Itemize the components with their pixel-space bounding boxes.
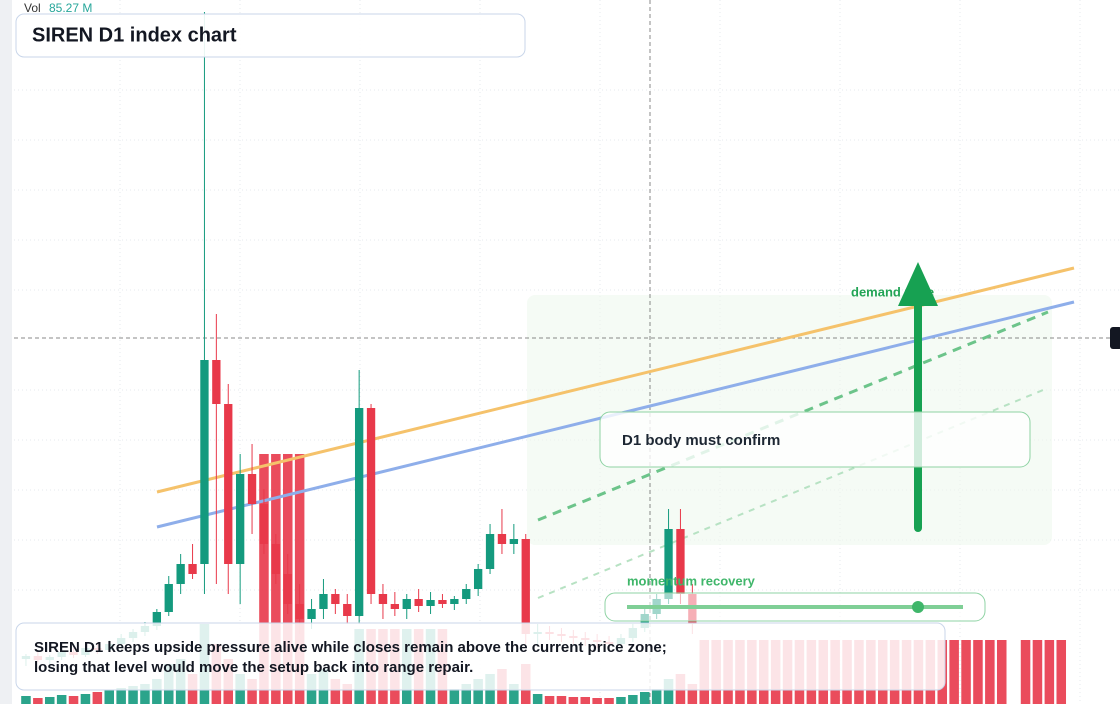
candle-body — [176, 564, 185, 584]
volume-value: 85.27 M — [49, 1, 92, 15]
volume-bar — [556, 696, 567, 704]
candle-body — [450, 599, 459, 604]
candle-body — [438, 600, 447, 604]
volume-bar — [128, 686, 138, 704]
volume-bar — [961, 640, 971, 704]
volume-bar — [1032, 640, 1043, 704]
volume-bar — [56, 695, 67, 704]
candle-body — [354, 408, 364, 616]
candle-body — [485, 534, 495, 569]
volume-bar — [985, 640, 995, 704]
callout-text: D1 body must confirm — [622, 432, 780, 449]
volume-bar — [639, 692, 650, 704]
volume-bar — [1044, 640, 1055, 704]
candle-body — [152, 612, 162, 626]
volume-bar — [1056, 640, 1067, 704]
candle-body — [343, 604, 352, 616]
volume-bar — [21, 696, 31, 704]
left-strip — [0, 0, 12, 704]
candle-body — [259, 504, 269, 544]
volume-bar — [604, 698, 614, 704]
momentum-label: momentum recovery — [627, 573, 756, 588]
volume-bar — [949, 640, 959, 704]
price-tag — [1110, 327, 1120, 349]
volume-bar — [33, 698, 43, 704]
callout-box — [599, 411, 1031, 468]
candle-body — [307, 609, 316, 619]
candle-body — [521, 539, 530, 634]
candle-body — [402, 599, 411, 609]
candle-body — [200, 360, 209, 564]
title-box — [15, 13, 526, 58]
candle-body — [664, 529, 673, 599]
volume-bar — [140, 684, 150, 704]
volume-bar — [996, 640, 1007, 704]
volume-bar — [342, 684, 353, 704]
volume-bar — [116, 688, 126, 704]
chart-title: SIREN D1 index chart — [32, 24, 237, 46]
volume-bar — [449, 689, 460, 704]
candle-body — [247, 474, 257, 504]
candle-body — [164, 584, 173, 612]
candle-body — [473, 569, 483, 589]
volume-bar — [544, 696, 555, 704]
candle-body — [497, 534, 507, 544]
summary-line: SIREN D1 keeps upside pressure alive whi… — [34, 639, 667, 656]
volume-bar — [92, 692, 103, 704]
volume-bar — [294, 454, 305, 704]
candle-body — [212, 360, 221, 404]
volume-bar — [247, 679, 257, 704]
volume-bar — [473, 679, 483, 704]
candle-body — [509, 539, 519, 544]
candle-body — [378, 594, 388, 604]
volume-bar — [973, 640, 983, 704]
candle-body — [426, 600, 435, 606]
volume-bar — [509, 684, 519, 704]
momentum-dot — [912, 601, 924, 613]
candle-body — [462, 589, 471, 599]
volume-bar — [44, 697, 55, 704]
candle-body — [271, 544, 281, 574]
volume-bar — [568, 697, 579, 704]
volume-bar — [1020, 640, 1031, 704]
candle-body — [224, 404, 233, 564]
summary-line: losing that level would move the setup b… — [34, 659, 473, 676]
volume-bar — [68, 696, 79, 704]
candle-body — [295, 604, 304, 619]
candle-body — [366, 408, 376, 594]
candle-body — [390, 604, 400, 609]
volume-bar — [687, 684, 698, 704]
volume-bar — [461, 684, 472, 704]
volume-bar — [330, 679, 341, 704]
volume-bar — [616, 697, 626, 704]
candle-body — [188, 564, 197, 574]
candle-body — [283, 574, 292, 604]
volume-bar — [651, 689, 662, 704]
volume-label: Vol — [24, 1, 41, 15]
volume-bar — [152, 679, 162, 704]
candle-body — [414, 599, 423, 606]
volume-bar — [80, 694, 91, 704]
volume-bar — [663, 679, 674, 704]
candle-body — [319, 594, 328, 609]
volume-bar — [532, 694, 543, 704]
summary-box — [15, 622, 946, 691]
volume-bar — [259, 454, 269, 704]
volume-bar — [592, 698, 602, 704]
candle-body — [235, 474, 245, 564]
volume-bar — [104, 690, 115, 704]
candle-body — [676, 529, 685, 594]
candle-body — [331, 594, 340, 604]
volume-bar — [580, 697, 591, 704]
arrow-head — [898, 262, 938, 306]
volume-bar — [628, 695, 638, 704]
